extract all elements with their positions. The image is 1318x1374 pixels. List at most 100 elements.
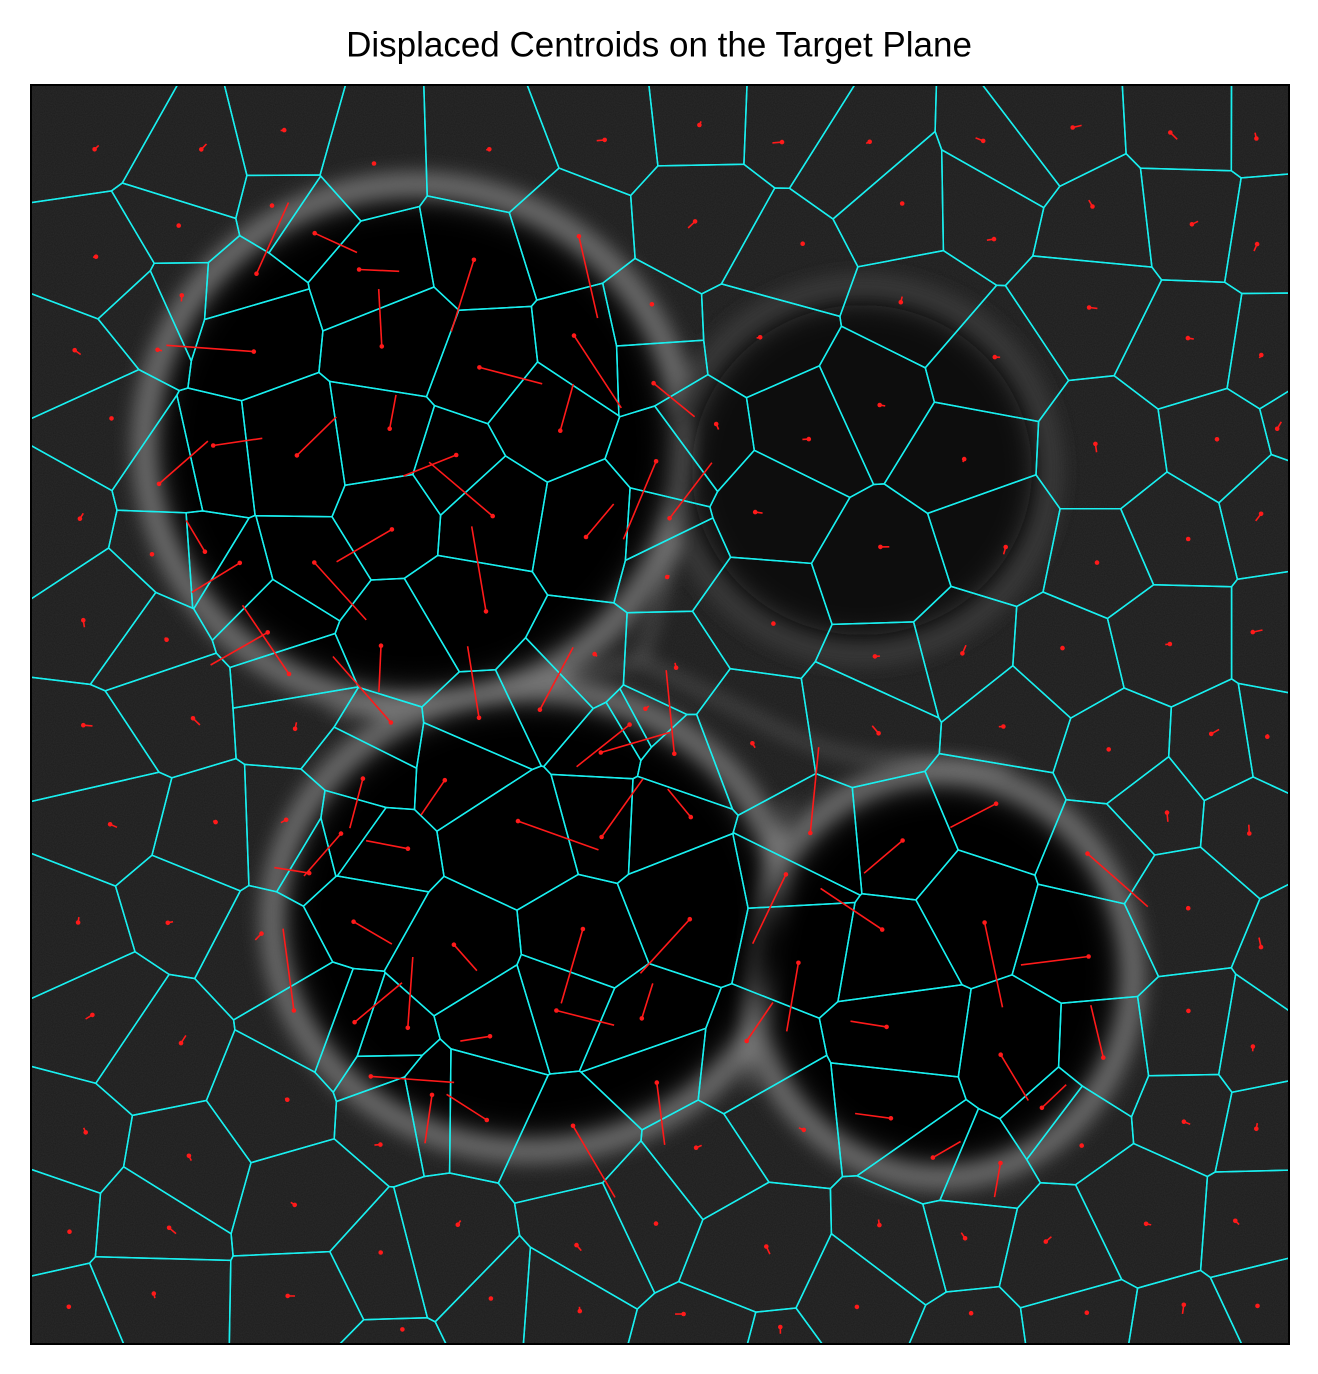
- displacement-vector: [185, 520, 206, 553]
- displacement-vector: [336, 528, 393, 563]
- centroid: [898, 299, 904, 305]
- displacement-vector: [585, 503, 615, 538]
- centroid: [558, 428, 563, 434]
- centroid: [877, 1222, 882, 1228]
- centroid: [602, 137, 607, 143]
- centroid: [202, 549, 208, 554]
- displacement-vector: [191, 562, 241, 594]
- centroid: [991, 236, 997, 242]
- centroid: [487, 1034, 493, 1039]
- centroid: [67, 1229, 72, 1234]
- centroid: [757, 335, 763, 340]
- centroid: [653, 1221, 659, 1226]
- centroid: [692, 219, 698, 224]
- centroid: [1189, 222, 1195, 227]
- displacement-vector: [809, 747, 820, 834]
- centroid: [651, 380, 656, 386]
- centroid: [688, 814, 694, 820]
- displacement-vector: [166, 344, 254, 353]
- centroid: [351, 919, 356, 924]
- centroid: [155, 347, 160, 353]
- centroid: [1186, 1008, 1191, 1014]
- centroid: [1181, 1119, 1187, 1124]
- centroid: [83, 1130, 88, 1135]
- centroid: [442, 777, 448, 783]
- centroid: [166, 1225, 172, 1231]
- centroid: [1214, 437, 1220, 442]
- centroid: [867, 139, 872, 145]
- voronoi-cell: [229, 632, 360, 709]
- displacement-vector: [641, 983, 654, 1019]
- displacement-vector: [479, 366, 543, 385]
- chart-title: Displaced Centroids on the Target Plane: [346, 25, 972, 64]
- centroid: [879, 927, 885, 932]
- centroid: [783, 872, 789, 877]
- displacement-vector: [850, 1020, 887, 1028]
- centroid: [744, 1038, 749, 1044]
- centroid: [778, 1324, 783, 1330]
- centroid: [292, 1202, 298, 1208]
- centroid: [378, 1250, 384, 1255]
- displacement-vector: [466, 646, 480, 718]
- centroid: [1254, 136, 1259, 141]
- centroid: [1106, 747, 1111, 752]
- centroid: [968, 1310, 974, 1316]
- centroid: [654, 1080, 660, 1085]
- centroid: [312, 560, 317, 565]
- blob: [766, 791, 1114, 1159]
- centroid: [537, 707, 543, 712]
- centroid: [806, 436, 812, 442]
- centroid: [982, 920, 987, 925]
- centroid: [352, 1019, 357, 1025]
- centroid: [1043, 1239, 1049, 1244]
- displacement-vector: [820, 887, 883, 931]
- centroid: [599, 834, 604, 840]
- centroid: [1168, 130, 1173, 135]
- displacement-vector: [1086, 852, 1149, 908]
- centroid: [199, 147, 204, 152]
- displacement-vector: [420, 779, 446, 816]
- displacement-vector: [578, 236, 599, 319]
- displacement-vector: [639, 918, 691, 974]
- centroid: [649, 302, 655, 307]
- voronoi-cell: [192, 514, 274, 642]
- centroid: [1101, 1055, 1106, 1060]
- centroid: [109, 416, 114, 421]
- displacement-vector: [303, 833, 342, 877]
- centroid: [801, 1127, 807, 1133]
- voronoi-cell: [203, 234, 311, 321]
- displacement-vector: [559, 383, 575, 431]
- centroid: [1185, 536, 1191, 542]
- centroid: [1084, 1310, 1090, 1315]
- centroid: [752, 509, 758, 515]
- centroid: [574, 1242, 579, 1248]
- centroid: [379, 344, 385, 349]
- centroid: [1250, 1044, 1256, 1049]
- centroid: [1060, 645, 1065, 651]
- centroid: [400, 1327, 405, 1332]
- centroid: [292, 726, 298, 732]
- centroid: [592, 651, 597, 657]
- centroid: [151, 1291, 157, 1296]
- centroid: [1250, 629, 1256, 635]
- centroid: [81, 617, 86, 623]
- centroid: [487, 147, 492, 152]
- voronoi-cells: [31, 85, 1289, 1344]
- centroid: [388, 720, 394, 725]
- centroid: [961, 456, 967, 462]
- displacement-vector: [1020, 955, 1089, 966]
- centroid: [962, 1236, 968, 1241]
- voronoi-cell: [1209, 1257, 1289, 1344]
- centroid: [878, 544, 883, 550]
- centroid: [259, 931, 264, 936]
- centroid: [455, 1222, 461, 1227]
- centroid: [998, 1160, 1003, 1166]
- centroid: [338, 831, 344, 836]
- centroid: [779, 139, 785, 145]
- displacement-vector: [539, 647, 574, 711]
- centroid: [490, 513, 496, 519]
- centroid: [281, 127, 287, 133]
- centroid: [429, 1092, 435, 1098]
- displacement-vector: [349, 778, 364, 829]
- centroid: [186, 1153, 192, 1159]
